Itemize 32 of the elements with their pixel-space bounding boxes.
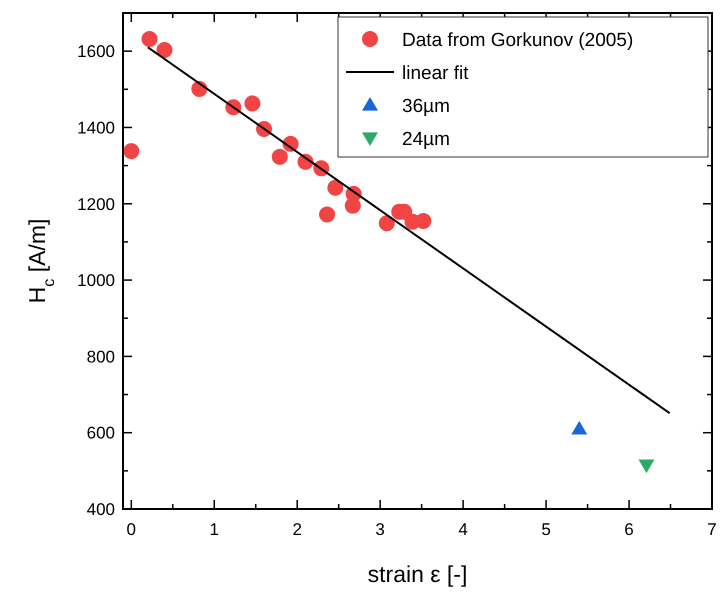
y-tick-label: 800 xyxy=(86,347,115,366)
point xyxy=(156,42,172,58)
y-tick-label: 1400 xyxy=(77,118,115,138)
y-tick-label: 1600 xyxy=(77,42,115,62)
y-tick-label: 400 xyxy=(86,500,115,519)
legend-label: 24µm xyxy=(402,129,450,150)
point xyxy=(142,30,158,47)
x-tick-label: 0 xyxy=(126,520,136,539)
x-tick-label: 5 xyxy=(541,520,551,539)
point xyxy=(378,215,395,232)
x-tick-label: 7 xyxy=(707,520,717,539)
legend-label: Data from Gorkunov (2005) xyxy=(402,30,634,51)
x-tick-label: 4 xyxy=(458,520,468,539)
x-tick-label: 3 xyxy=(375,520,385,539)
point xyxy=(123,143,140,160)
y-tick-label: 600 xyxy=(86,424,115,443)
point xyxy=(327,180,344,196)
point xyxy=(272,148,288,165)
point xyxy=(638,460,654,474)
legend-label: 36µm xyxy=(402,96,450,117)
legend-label: linear fit xyxy=(402,63,470,84)
point xyxy=(319,206,336,222)
point xyxy=(244,95,260,112)
y-tick-label: 1200 xyxy=(77,194,115,214)
x-tick-label: 2 xyxy=(292,520,302,539)
point xyxy=(415,212,432,229)
x-tick-label: 6 xyxy=(624,520,634,539)
x-tick-label: 1 xyxy=(210,520,219,539)
point xyxy=(571,420,588,434)
y-tick-label: 1000 xyxy=(77,271,115,290)
point xyxy=(344,198,361,214)
x-axis-title: strain ε [-] xyxy=(368,561,468,587)
